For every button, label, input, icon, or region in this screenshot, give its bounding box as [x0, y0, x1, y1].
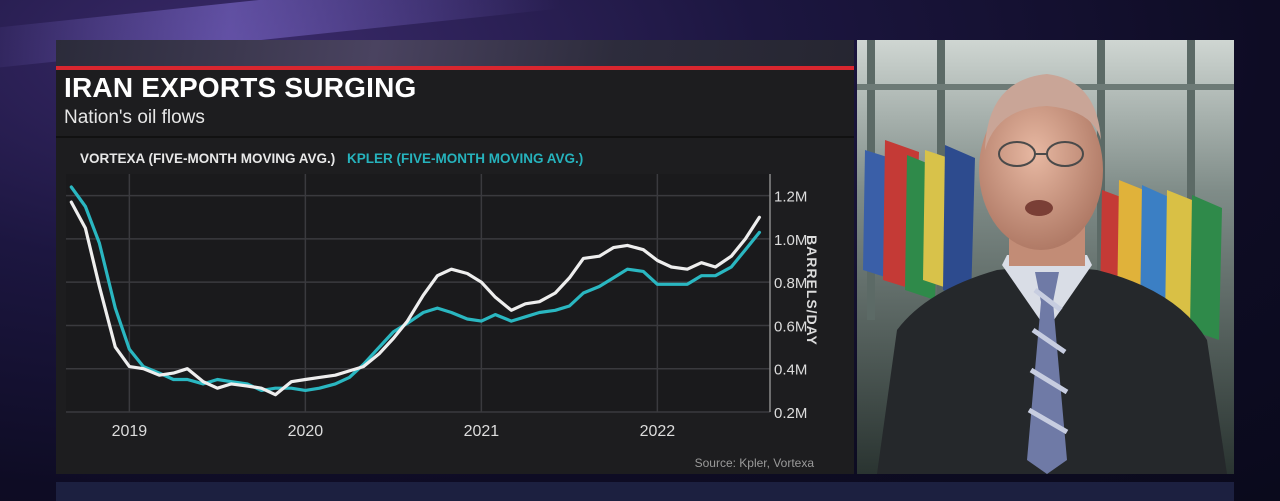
chart-subtitle: Nation's oil flows	[64, 107, 205, 128]
x-tick-label: 2021	[464, 423, 500, 440]
series-line-vortexa	[69, 200, 761, 397]
y-tick-label: 0.2M	[774, 405, 807, 422]
chart-title: IRAN EXPORTS SURGING	[64, 72, 417, 103]
legend-kpler: KPLER (FIVE-MONTH MOVING AVG.)	[347, 151, 584, 166]
y-tick-label: 1.2M	[774, 189, 807, 206]
legend-vortexa: VORTEXA (FIVE-MONTH MOVING AVG.)	[80, 151, 336, 166]
y-tick-label: 1.0M	[774, 232, 807, 249]
line-chart: 0.2M 0.4M 0.6M 0.8M 1.0M 1.2M 2019 2020 2021 2022	[66, 174, 807, 440]
red-accent-rule	[56, 66, 854, 70]
panel-top-band	[56, 40, 854, 66]
bottom-ticker-bar	[56, 482, 1234, 501]
chart-panel: IRAN EXPORTS SURGING Nation's oil flows …	[56, 40, 854, 474]
y-tick-label: 0.4M	[774, 362, 807, 379]
x-tick-label: 2020	[288, 423, 324, 440]
title-divider	[56, 136, 854, 138]
series-line-kpler	[69, 185, 761, 392]
legend: VORTEXA (FIVE-MONTH MOVING AVG.) KPLER (…	[80, 151, 591, 166]
x-tick-label: 2022	[640, 423, 676, 440]
y-tick-label: 0.8M	[774, 275, 807, 292]
presenter-video	[857, 40, 1234, 474]
y-axis-label: BARRELS/DAY	[804, 235, 820, 346]
plot-area	[66, 174, 770, 412]
y-tick-label: 0.6M	[774, 318, 807, 335]
presenter-image	[857, 40, 1234, 474]
source-note: Source: Kpler, Vortexa	[694, 456, 814, 470]
x-tick-label: 2019	[112, 423, 148, 440]
